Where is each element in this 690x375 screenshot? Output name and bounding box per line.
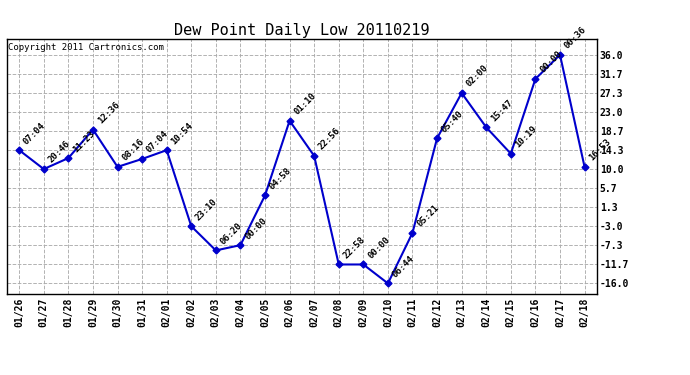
Text: 15:47: 15:47 bbox=[489, 98, 514, 123]
Text: 00:00: 00:00 bbox=[366, 235, 391, 260]
Text: 00:36: 00:36 bbox=[563, 25, 588, 51]
Text: 10:54: 10:54 bbox=[170, 121, 195, 146]
Text: 20:46: 20:46 bbox=[46, 140, 72, 165]
Text: 22:58: 22:58 bbox=[342, 235, 367, 260]
Text: 10:19: 10:19 bbox=[513, 124, 539, 150]
Text: 22:56: 22:56 bbox=[317, 126, 342, 152]
Text: 11:23: 11:23 bbox=[71, 129, 97, 154]
Text: 06:44: 06:44 bbox=[391, 254, 416, 279]
Text: 07:04: 07:04 bbox=[145, 129, 170, 155]
Text: 01:10: 01:10 bbox=[293, 91, 317, 117]
Text: 08:16: 08:16 bbox=[120, 137, 146, 163]
Text: 02:00: 02:00 bbox=[464, 63, 490, 89]
Text: 00:00: 00:00 bbox=[243, 216, 268, 241]
Text: 04:58: 04:58 bbox=[268, 166, 293, 191]
Text: 12:36: 12:36 bbox=[96, 100, 121, 125]
Text: 07:04: 07:04 bbox=[22, 121, 48, 146]
Text: Copyright 2011 Cartronics.com: Copyright 2011 Cartronics.com bbox=[8, 43, 164, 52]
Text: 16:53: 16:53 bbox=[587, 137, 613, 163]
Text: 05:21: 05:21 bbox=[415, 203, 441, 229]
Text: 00:00: 00:00 bbox=[538, 50, 564, 75]
Text: 23:10: 23:10 bbox=[194, 197, 219, 222]
Title: Dew Point Daily Low 20110219: Dew Point Daily Low 20110219 bbox=[174, 23, 430, 38]
Text: 05:40: 05:40 bbox=[440, 109, 465, 134]
Text: 06:20: 06:20 bbox=[219, 221, 244, 246]
